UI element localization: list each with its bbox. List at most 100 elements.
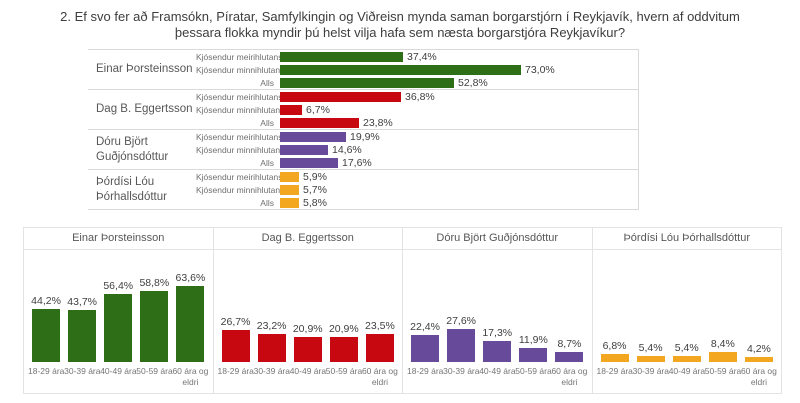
value-bar <box>600 354 629 362</box>
value-bar <box>280 117 359 128</box>
bar-column: 5,4% <box>669 342 705 362</box>
value-label: 17,6% <box>342 156 372 169</box>
candidate-name-label: Einar Þorsteinsson <box>96 63 193 76</box>
value-bar <box>140 291 169 362</box>
bar-row: Kjósendur meirihlutans 19,9% <box>196 130 638 143</box>
voter-bloc-rows: Kjósendur meirihlutans 5,9% Kjósendur minn… <box>196 170 638 209</box>
candidate-name-label: Dóru Björt Guðjónsdóttur <box>96 136 169 163</box>
bar-column: 6,8% <box>597 340 633 362</box>
age-label: 60 ára og eldri <box>551 366 588 387</box>
bar-column: 26,7% <box>218 316 254 362</box>
value-label: 11,9% <box>518 334 548 346</box>
value-label: 20,9% <box>292 323 323 335</box>
value-bar <box>257 334 286 362</box>
age-panel: Dóru Björt Guðjónsdóttur 22,4% 27,6% 17,3% 1… <box>402 228 592 393</box>
value-label: 43,7% <box>67 296 98 308</box>
value-label: 23,2% <box>256 320 287 332</box>
value-label: 52,8% <box>458 76 488 89</box>
voter-bloc-label: Kjósendur minnihlutans <box>196 144 285 155</box>
bar-column: 56,4% <box>100 280 136 362</box>
candidate-group: Dag B. Eggertsson Kjósendur meirihlutans 3… <box>88 89 638 129</box>
value-label: 20,9% <box>328 323 359 335</box>
value-label: 8,7% <box>557 338 582 350</box>
candidate-name-label: Þórdísi Lóu Þórhallsdóttur <box>96 176 167 203</box>
age-label: 30-39 ára <box>632 366 669 376</box>
value-bar <box>519 348 548 362</box>
bar-row: Kjósendur meirihlutans 37,4% <box>196 50 638 63</box>
age-panel: Einar Þorsteinsson 44,2% 43,7% 56,4% 58,8% 63… <box>24 228 213 393</box>
value-bar <box>221 330 250 362</box>
voter-bloc-rows: Kjósendur meirihlutans 19,9% Kjósendur min… <box>196 130 638 169</box>
value-bar <box>483 341 512 362</box>
age-label: 30-39 ára <box>253 366 290 376</box>
value-label: 17,3% <box>482 327 513 339</box>
value-bar <box>280 64 521 75</box>
candidate-group: Dóru Björt Guðjónsdóttur Kjósendur meirih… <box>88 129 638 169</box>
age-label: 50-59 ára <box>325 366 363 376</box>
value-label: 26,7% <box>220 316 251 328</box>
bar-row: Kjósendur minnihlutans 6,7% <box>196 103 638 116</box>
value-label: 36,8% <box>405 90 435 103</box>
bar-column: 20,9% <box>290 323 326 362</box>
value-label: 56,4% <box>103 280 134 292</box>
age-label: 30-39 ára <box>443 366 480 376</box>
value-bar <box>411 335 440 362</box>
value-bar <box>280 144 328 155</box>
bar-column: 44,2% <box>28 295 64 362</box>
age-label: 18-29 ára <box>217 366 254 376</box>
bar-row: Alls 52,8% <box>196 76 638 89</box>
candidate-group: Þórdísi Lóu Þórhallsdóttur Kjósendur meir… <box>88 169 638 209</box>
age-panel: Þórdísi Lóu Þórhallsdóttur 6,8% 5,4% 5,4% 8,… <box>591 228 782 393</box>
voter-bloc-rows: Kjósendur meirihlutans 36,8% Kjósendur min… <box>196 90 638 129</box>
value-bar <box>293 337 322 362</box>
age-axis: 18-29 ára 30-39 ára 40-49 ára 50-59 ára 60 á… <box>593 362 782 393</box>
value-bar <box>280 184 299 195</box>
value-label: 8,4% <box>710 338 735 350</box>
value-bar <box>176 286 205 362</box>
bar-column: 58,8% <box>136 277 172 362</box>
value-label: 27,6% <box>446 315 477 327</box>
bar-column: 27,6% <box>443 315 479 362</box>
panel-title: Dóru Björt Guðjónsdóttur <box>403 228 592 250</box>
candidate-groups-container: Einar Þorsteinsson Kjósendur meirihlutans… <box>88 49 638 209</box>
value-bar <box>329 337 358 362</box>
value-bar <box>68 310 97 362</box>
voter-bloc-label: Kjósendur minnihlutans <box>196 64 285 75</box>
panel-plot: 44,2% 43,7% 56,4% 58,8% 63,6% <box>24 250 213 362</box>
value-label: 23,5% <box>365 320 395 332</box>
value-label: 6,8% <box>602 340 627 352</box>
value-label: 73,0% <box>525 63 555 76</box>
value-label: 14,6% <box>332 143 362 156</box>
candidate-name-label: Dag B. Eggertsson <box>96 103 193 116</box>
bar-column: 23,2% <box>254 320 290 362</box>
age-panel: Dag B. Eggertsson 26,7% 23,2% 20,9% 20,9% 23,… <box>212 228 403 393</box>
value-bar <box>447 329 476 362</box>
value-label: 5,8% <box>303 196 327 209</box>
age-axis: 18-29 ára 30-39 ára 40-49 ára 50-59 ára 60 á… <box>403 362 592 393</box>
age-axis: 18-29 ára 30-39 ára 40-49 ára 50-59 ára 60 á… <box>214 362 403 393</box>
age-label: 60 ára og eldri <box>740 366 777 387</box>
value-bar <box>672 356 701 362</box>
value-bar <box>365 334 394 362</box>
value-label: 5,9% <box>303 170 327 183</box>
age-label: 50-59 ára <box>704 366 742 376</box>
value-label: 44,2% <box>31 295 61 307</box>
chart-title: 2. Ef svo fer að Framsókn, Píratar, Samf… <box>60 9 740 40</box>
bar-column: 11,9% <box>515 334 551 362</box>
value-bar <box>32 309 61 362</box>
age-label: 30-39 ára <box>64 366 101 376</box>
value-label: 5,4% <box>674 342 699 354</box>
value-bar <box>280 197 299 208</box>
bar-column: 43,7% <box>64 296 100 362</box>
voter-bloc-label: Kjósendur meirihlutans <box>196 91 283 102</box>
panel-plot: 22,4% 27,6% 17,3% 11,9% 8,7% <box>403 250 592 362</box>
bar-row: Alls 23,8% <box>196 116 638 129</box>
bar-row: Kjósendur minnihlutans 14,6% <box>196 143 638 156</box>
bar-column: 23,5% <box>362 320 398 362</box>
age-label: 40-49 ára <box>479 366 516 376</box>
value-bar <box>280 157 338 168</box>
bar-column: 4,2% <box>741 343 777 362</box>
bar-column: 63,6% <box>172 272 208 362</box>
bar-row: Kjósendur meirihlutans 5,9% <box>196 170 638 183</box>
value-label: 19,9% <box>350 130 380 143</box>
